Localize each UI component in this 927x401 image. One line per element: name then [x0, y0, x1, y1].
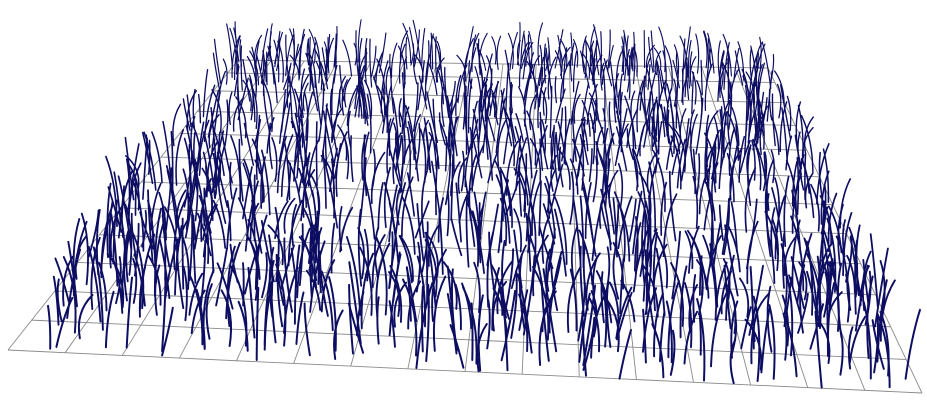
grass-blade — [426, 234, 427, 304]
page: (() => { const data = JSON.parse(documen… — [0, 0, 927, 401]
grass-blade — [183, 219, 184, 289]
grass-scene — [0, 0, 927, 401]
grass-blade — [728, 59, 729, 104]
grass-blade — [316, 122, 317, 186]
